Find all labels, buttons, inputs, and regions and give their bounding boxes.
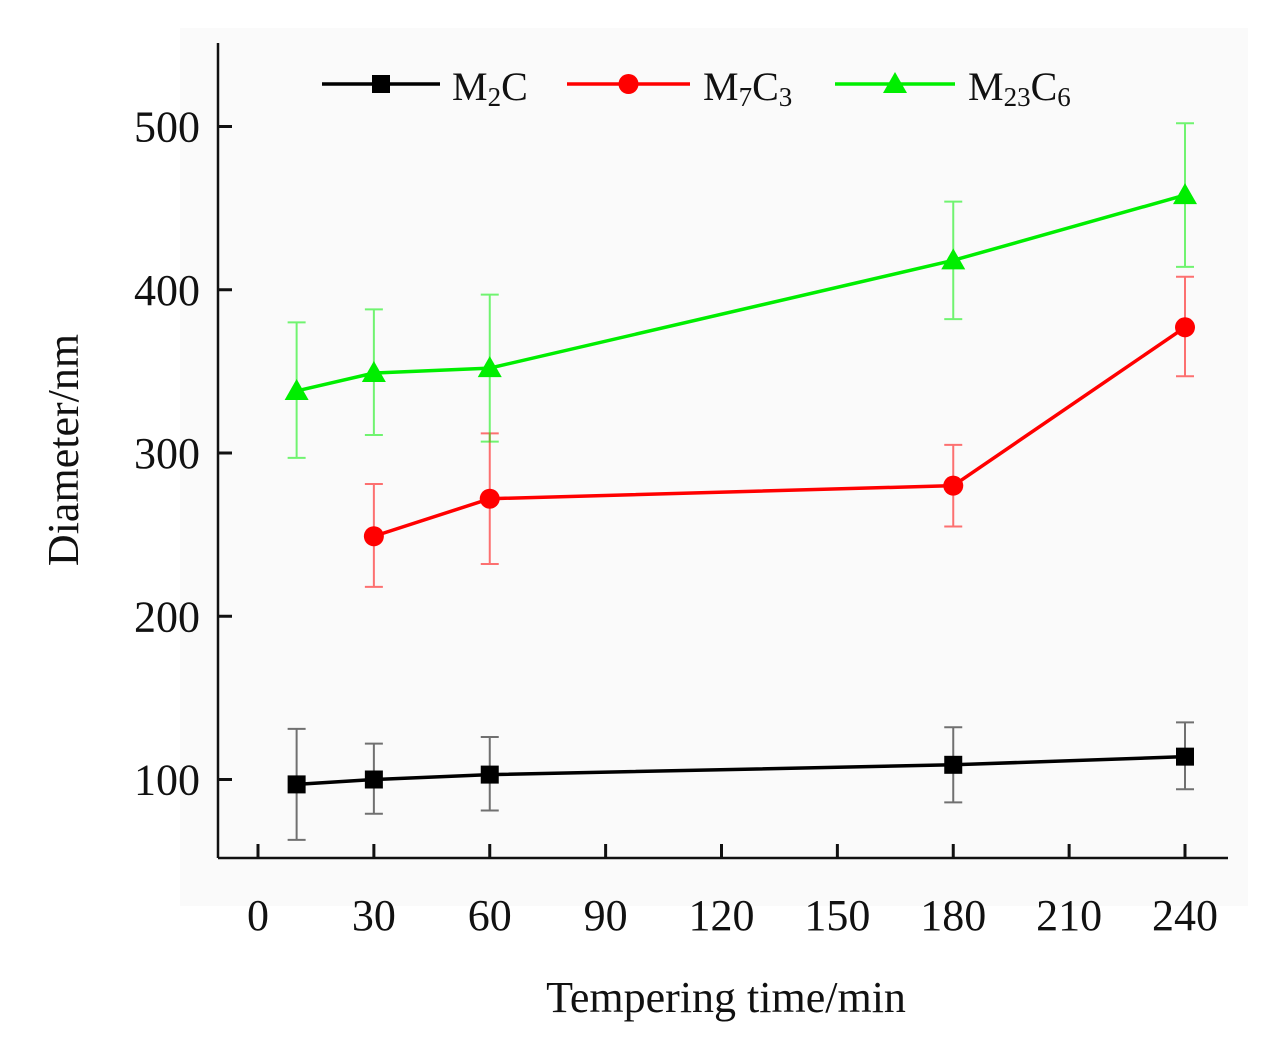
x-axis-title: Tempering time/min xyxy=(546,973,906,1022)
legend-item-M7C3: M7C3 xyxy=(567,64,792,112)
y-tick-label: 300 xyxy=(134,429,200,478)
data-point xyxy=(618,74,639,94)
x-tick-label: 30 xyxy=(352,891,396,940)
x-tick-label: 240 xyxy=(1152,891,1218,940)
data-point xyxy=(477,356,502,378)
data-point xyxy=(479,488,500,509)
x-tick-label: 150 xyxy=(804,891,870,940)
data-point xyxy=(1176,747,1194,766)
plot-area xyxy=(180,28,1248,906)
series-M23C6 xyxy=(284,122,1197,459)
data-point xyxy=(364,770,383,789)
data-point xyxy=(943,475,964,496)
series-M7C3 xyxy=(363,275,1195,588)
data-point xyxy=(883,72,907,93)
legend: M2C M7C3 M23C6 xyxy=(322,64,1071,112)
data-point xyxy=(284,378,309,400)
legend-label: M2C xyxy=(452,64,528,112)
legend-label: M7C3 xyxy=(703,64,792,112)
x-tick-label: 60 xyxy=(468,891,512,940)
y-tick-label: 500 xyxy=(134,103,200,152)
data-point xyxy=(361,361,386,383)
data-point xyxy=(363,526,384,547)
x-tick-label: 0 xyxy=(247,891,269,940)
data-point xyxy=(480,765,499,784)
data-point xyxy=(1175,317,1195,338)
series-M2C xyxy=(287,721,1194,841)
series-line xyxy=(373,325,1186,538)
ticks-layer: 0 30 60 90 120 150 180 210 240 100 200 300 400 500 xyxy=(134,103,1218,941)
legend-label: M23C6 xyxy=(968,64,1071,112)
series-layer xyxy=(284,122,1197,841)
y-tick-label: 400 xyxy=(134,266,200,315)
legend-item-M23C6: M23C6 xyxy=(835,64,1071,112)
data-point xyxy=(372,75,390,93)
x-tick-label: 90 xyxy=(584,891,628,940)
x-tick-label: 120 xyxy=(689,891,755,940)
x-tick-label: 210 xyxy=(1036,891,1102,940)
data-point xyxy=(287,775,306,794)
y-tick-label: 100 xyxy=(134,756,200,805)
y-tick-label: 200 xyxy=(134,592,200,641)
y-axis-title: Diameter/nm xyxy=(39,334,88,566)
data-point xyxy=(944,755,963,774)
data-point xyxy=(1173,183,1197,205)
legend-item-M2C: M2C xyxy=(322,64,528,112)
data-point xyxy=(941,248,966,270)
x-tick-label: 180 xyxy=(920,891,986,940)
